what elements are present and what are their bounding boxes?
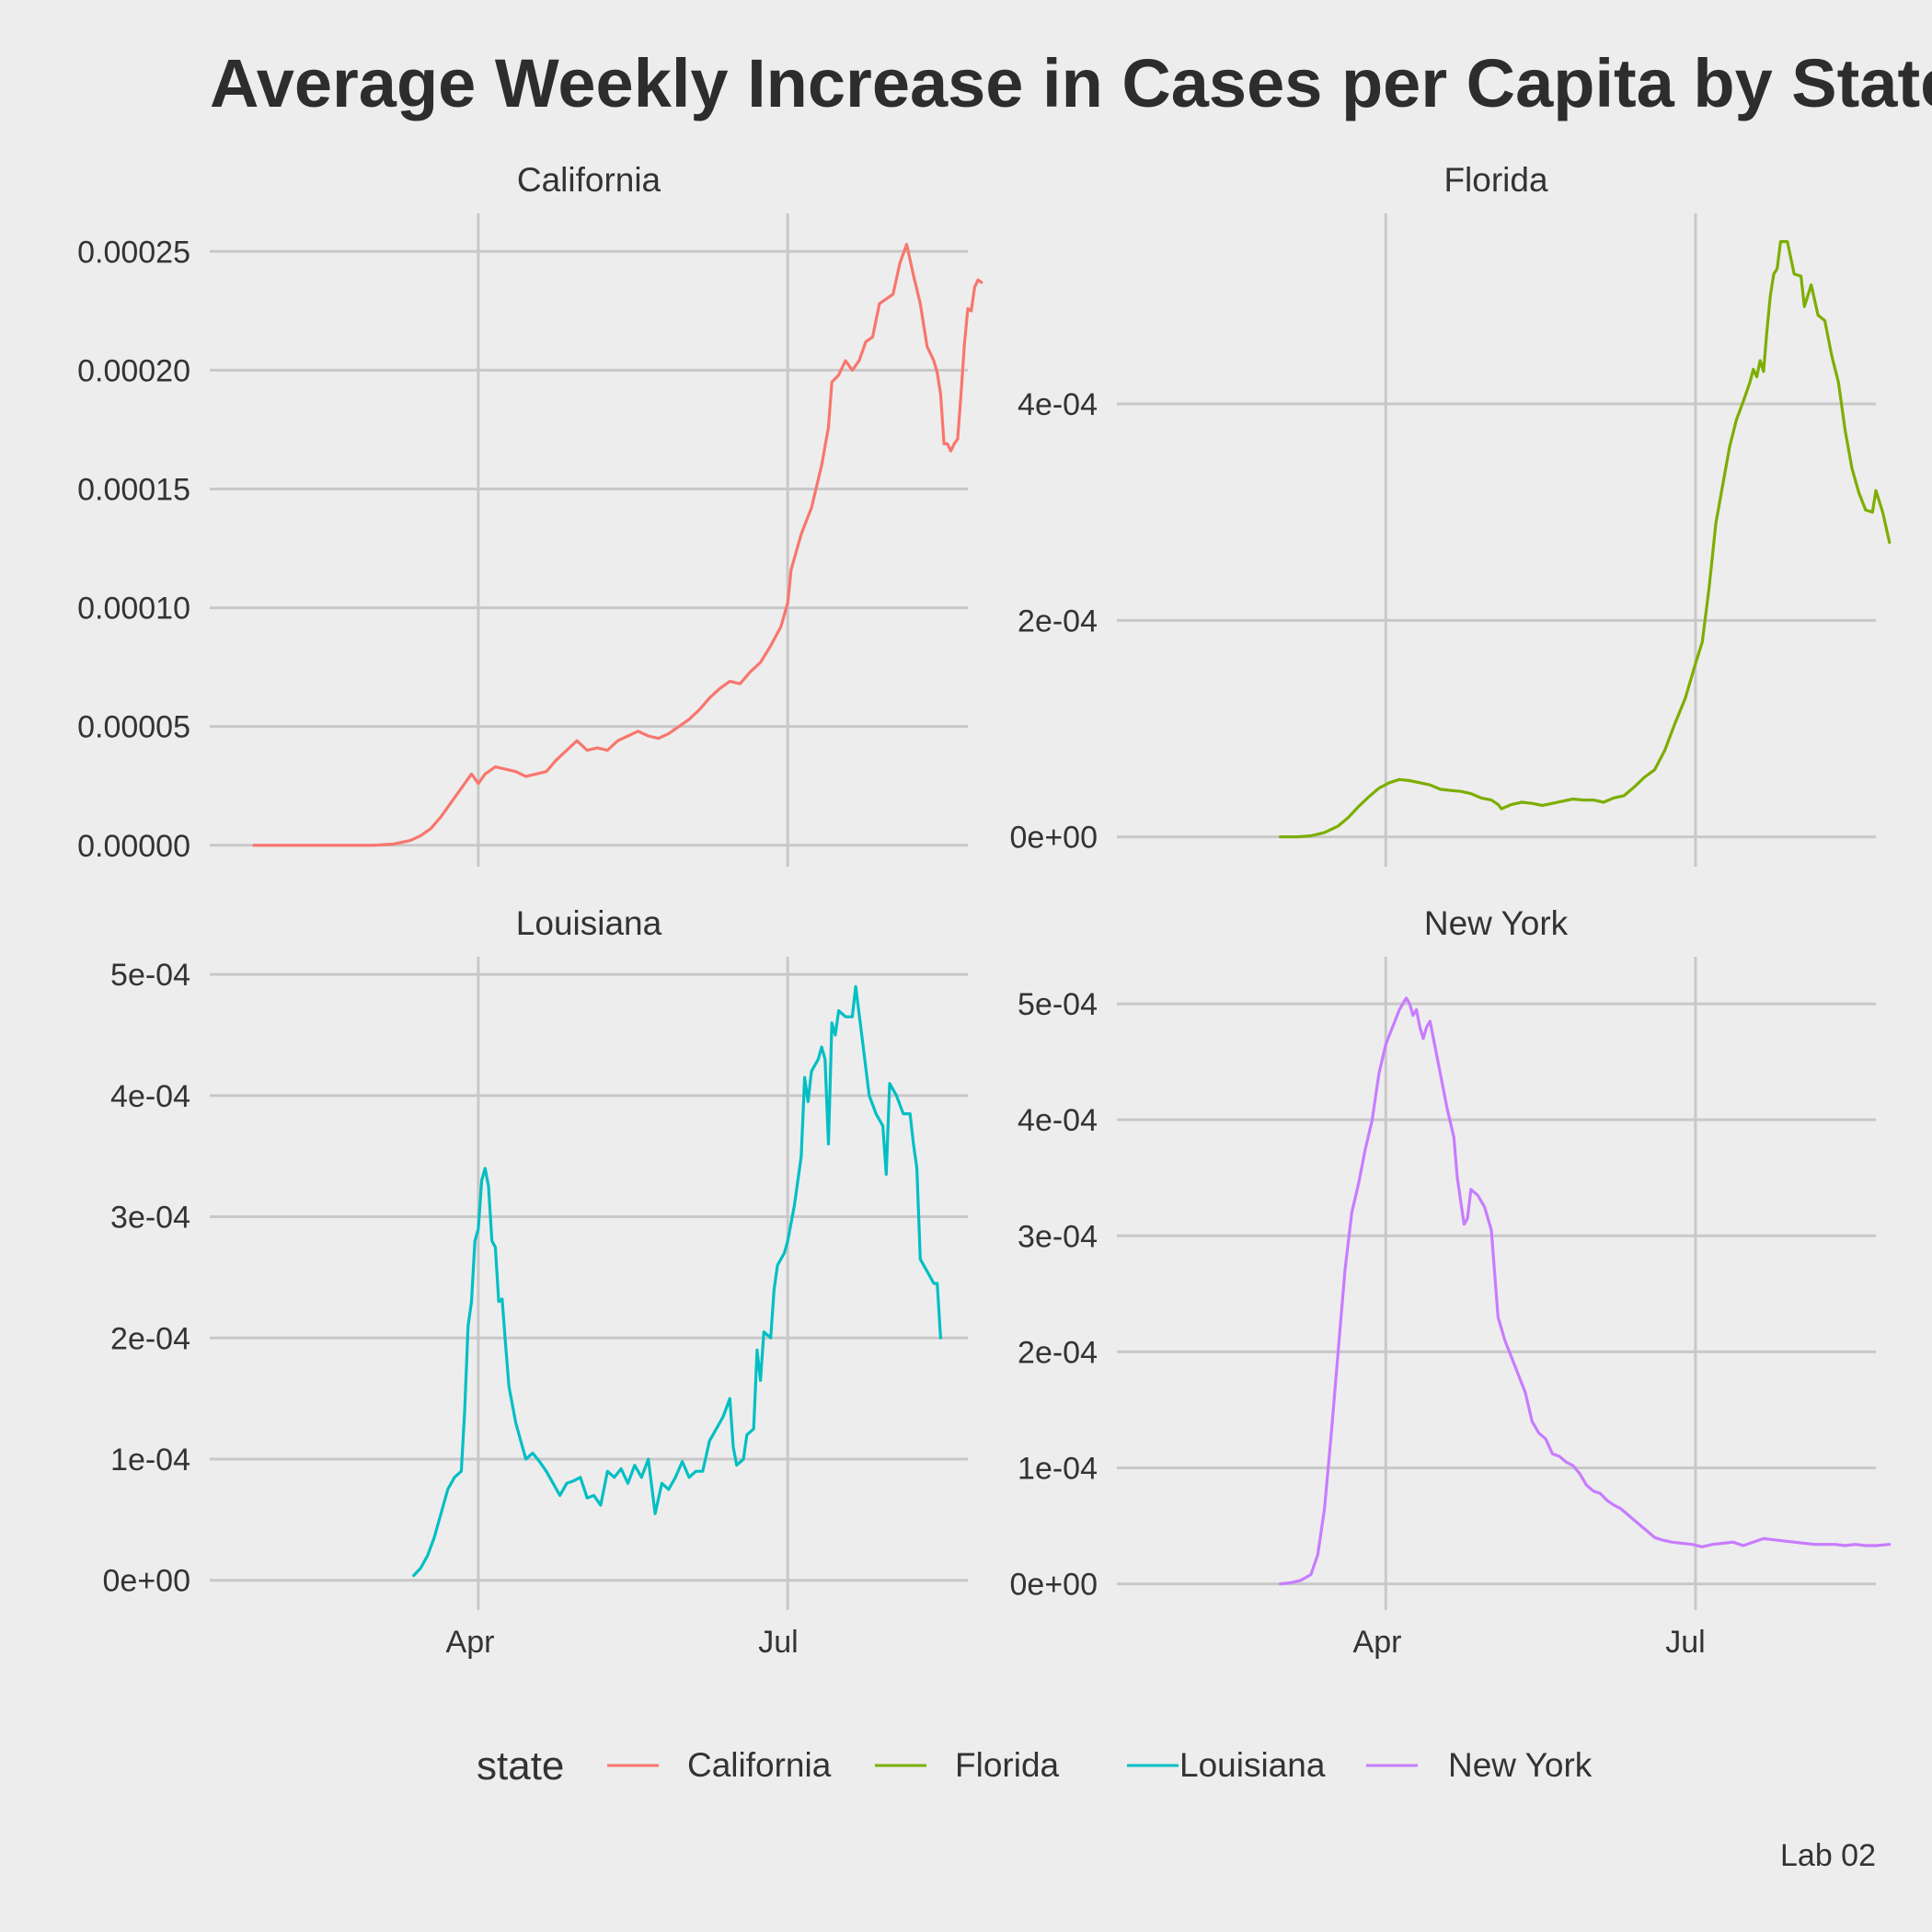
series-line-california: [252, 243, 983, 847]
new-york-y-tick-label-3: 3e-04: [1018, 1219, 1098, 1254]
new-york-y-tick-label-0: 0e+00: [1010, 1568, 1098, 1603]
chart-title: Average Weekly Increase in Cases per Cap…: [210, 45, 1932, 121]
california-y-tick-label-5: 0.00025: [77, 235, 190, 270]
chart-caption: Lab 02: [1780, 1838, 1876, 1873]
legend-label-florida: Florida: [955, 1746, 1060, 1784]
louisiana-y-tick-label-4: 4e-04: [110, 1079, 190, 1114]
new-york-y-tick-label-5: 5e-04: [1018, 987, 1098, 1022]
california-y-tick-label-1: 0.00005: [77, 710, 190, 745]
louisiana-gridlines: [210, 957, 968, 1610]
x-tick-label-left-jul: Jul: [758, 1625, 798, 1660]
x-tick-label-right-jul: Jul: [1665, 1625, 1705, 1660]
california-y-tick-label-2: 0.00010: [77, 592, 190, 627]
louisiana-y-tick-label-3: 3e-04: [110, 1201, 190, 1236]
panel-strip-california: California: [517, 161, 661, 199]
legend-title: state: [477, 1743, 564, 1788]
x-tick-label-left-apr: Apr: [446, 1625, 495, 1660]
panel-strip-new-york: New York: [1424, 904, 1569, 942]
california-y-tick-label-4: 0.00020: [77, 353, 190, 388]
california-gridlines: [210, 213, 968, 867]
florida-y-tick-label-0: 0e+00: [1010, 821, 1098, 856]
louisiana-y-tick-label-1: 1e-04: [110, 1443, 190, 1478]
panel-strip-florida: Florida: [1443, 161, 1548, 199]
new-york-y-tick-label-1: 1e-04: [1018, 1452, 1098, 1487]
louisiana-y-tick-label-0: 0e+00: [103, 1564, 191, 1599]
panel-california: California 0.00000 0.00005 0.00010 0.00015 0…: [77, 161, 983, 867]
legend-label-new-york: New York: [1448, 1746, 1593, 1784]
series-line-new-york: [1278, 996, 1892, 1586]
florida-y-tick-label-2: 4e-04: [1018, 387, 1098, 422]
new-york-y-tick-label-2: 2e-04: [1018, 1335, 1098, 1370]
series-line-louisiana: [412, 984, 943, 1578]
california-y-tick-label-0: 0.00000: [77, 829, 190, 864]
florida-y-tick-label-1: 2e-04: [1018, 604, 1098, 638]
new-york-y-tick-label-4: 4e-04: [1018, 1103, 1098, 1138]
california-y-tick-label-3: 0.00015: [77, 472, 190, 507]
x-axis-ticks: Apr Jul Apr Jul: [446, 1625, 1706, 1660]
x-tick-label-right-apr: Apr: [1353, 1625, 1402, 1660]
legend-label-louisiana: Louisiana: [1179, 1746, 1326, 1784]
legend-label-california: California: [687, 1746, 832, 1784]
panel-florida: Florida 0e+00 2e-04 4e-04: [1010, 161, 1892, 867]
louisiana-y-tick-label-2: 2e-04: [110, 1321, 190, 1356]
series-line-florida: [1278, 240, 1892, 839]
panel-new-york: New York 0e+00 1e-04 2e-04 3e-04 4e-04 5e-04: [1010, 904, 1892, 1610]
panel-strip-louisiana: Louisiana: [516, 904, 662, 942]
florida-gridlines: [1117, 213, 1876, 867]
louisiana-y-tick-label-5: 5e-04: [110, 958, 190, 993]
new-york-gridlines: [1117, 957, 1876, 1610]
panel-louisiana: Louisiana 0e+00 1e-04 2e-04 3e-04 4e-04 5e-04: [103, 904, 968, 1610]
legend: state California Florida Louisiana New Y…: [477, 1743, 1593, 1788]
